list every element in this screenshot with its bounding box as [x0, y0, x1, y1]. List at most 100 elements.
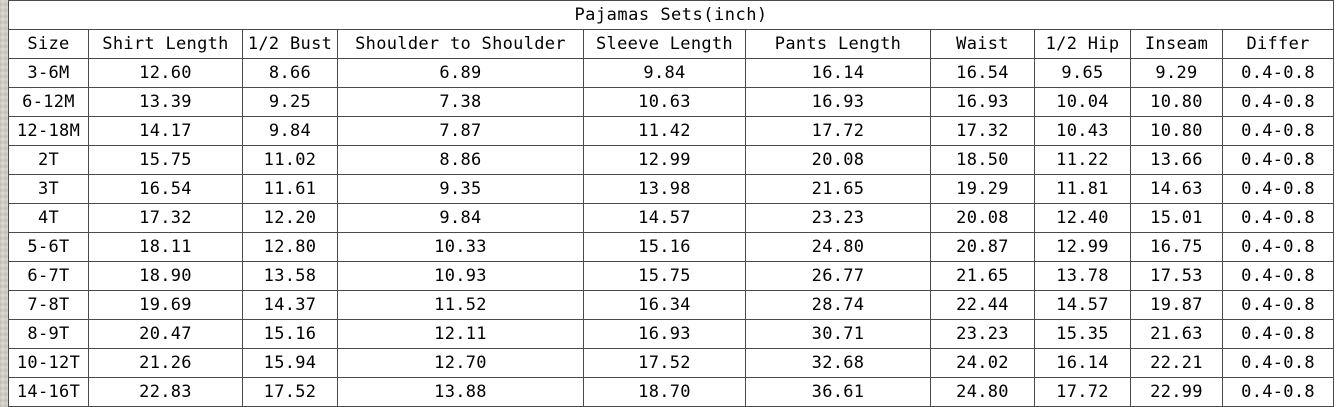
cell-sleeve-length: 18.70	[583, 377, 746, 407]
cell-inseam: 19.87	[1130, 290, 1223, 320]
column-header-size: Size	[8, 29, 89, 59]
cell-shirt-length: 22.83	[88, 377, 243, 407]
cell-pants-length: 28.74	[745, 290, 931, 320]
cell-half-bust: 12.80	[242, 232, 338, 262]
cell-half-bust: 9.84	[242, 116, 338, 146]
size-chart-table: Pajamas Sets(inch) Size Shirt Length 1/2 B…	[7, 0, 1335, 407]
cell-size: 8-9T	[8, 319, 89, 349]
cell-shirt-length: 16.54	[88, 174, 243, 204]
cell-sleeve-length: 15.75	[583, 261, 746, 291]
cell-half-hip: 15.35	[1034, 319, 1131, 349]
cell-shirt-length: 20.47	[88, 319, 243, 349]
cell-shoulder-to-shoulder: 9.35	[337, 174, 584, 204]
cell-waist: 18.50	[930, 145, 1035, 175]
cell-waist: 16.54	[930, 58, 1035, 88]
cell-differ: 0.4-0.8	[1221, 261, 1335, 291]
cell-inseam: 10.80	[1130, 116, 1223, 146]
cell-shirt-length: 15.75	[88, 145, 243, 175]
table-row: 6-7T 18.90 13.58 10.93 15.75 26.77 21.65 13.78 1…	[8, 261, 1335, 291]
cell-half-hip: 10.04	[1034, 87, 1131, 117]
cell-inseam: 10.80	[1130, 87, 1223, 117]
cell-pants-length: 16.93	[745, 87, 931, 117]
cell-differ: 0.4-0.8	[1221, 116, 1335, 146]
cell-size: 10-12T	[8, 348, 89, 378]
cell-shoulder-to-shoulder: 7.87	[337, 116, 584, 146]
cell-waist: 20.87	[930, 232, 1035, 262]
cell-waist: 20.08	[930, 203, 1035, 233]
cell-differ: 0.4-0.8	[1221, 203, 1335, 233]
cell-pants-length: 36.61	[745, 377, 931, 407]
cell-half-bust: 17.52	[242, 377, 338, 407]
cell-differ: 0.4-0.8	[1221, 58, 1335, 88]
cell-pants-length: 17.72	[745, 116, 931, 146]
cell-waist: 16.93	[930, 87, 1035, 117]
cell-shoulder-to-shoulder: 10.93	[337, 261, 584, 291]
cell-shirt-length: 17.32	[88, 203, 243, 233]
page-background-edge	[0, 0, 8, 407]
cell-pants-length: 26.77	[745, 261, 931, 291]
cell-differ: 0.4-0.8	[1221, 377, 1335, 407]
table-title-row: Pajamas Sets(inch)	[7, 0, 1335, 30]
cell-size: 4T	[8, 203, 89, 233]
table-row: 3-6M 12.60 8.66 6.89 9.84 16.14 16.54 9.65 9.29 0…	[8, 58, 1335, 88]
cell-differ: 0.4-0.8	[1221, 145, 1335, 175]
cell-half-bust: 12.20	[242, 203, 338, 233]
cell-half-bust: 15.94	[242, 348, 338, 378]
cell-waist: 17.32	[930, 116, 1035, 146]
cell-waist: 24.02	[930, 348, 1035, 378]
cell-differ: 0.4-0.8	[1221, 319, 1335, 349]
cell-differ: 0.4-0.8	[1221, 290, 1335, 320]
cell-inseam: 17.53	[1130, 261, 1223, 291]
table-row: 3T 16.54 11.61 9.35 13.98 21.65 19.29 11.81 14.6…	[8, 174, 1335, 204]
cell-half-bust: 11.61	[242, 174, 338, 204]
cell-differ: 0.4-0.8	[1221, 232, 1335, 262]
column-header-inseam: Inseam	[1130, 29, 1223, 59]
cell-shoulder-to-shoulder: 12.70	[337, 348, 584, 378]
cell-size: 3T	[8, 174, 89, 204]
cell-half-bust: 14.37	[242, 290, 338, 320]
cell-half-hip: 11.81	[1034, 174, 1131, 204]
cell-shirt-length: 12.60	[88, 58, 243, 88]
cell-shoulder-to-shoulder: 6.89	[337, 58, 584, 88]
cell-size: 2T	[8, 145, 89, 175]
cell-size: 6-7T	[8, 261, 89, 291]
column-header-1-2-hip: 1/2 Hip	[1034, 29, 1131, 59]
cell-half-bust: 8.66	[242, 58, 338, 88]
cell-shoulder-to-shoulder: 10.33	[337, 232, 584, 262]
table-row: 2T 15.75 11.02 8.86 12.99 20.08 18.50 11.22 13.6…	[8, 145, 1335, 175]
cell-sleeve-length: 15.16	[583, 232, 746, 262]
table-row: 5-6T 18.11 12.80 10.33 15.16 24.80 20.87 12.99 1…	[8, 232, 1335, 262]
cell-inseam: 9.29	[1130, 58, 1223, 88]
cell-inseam: 22.21	[1130, 348, 1223, 378]
cell-half-hip: 12.40	[1034, 203, 1131, 233]
cell-pants-length: 30.71	[745, 319, 931, 349]
cell-half-hip: 10.43	[1034, 116, 1131, 146]
column-header-1-2-bust: 1/2 Bust	[242, 29, 338, 59]
table-header-row: Size Shirt Length 1/2 Bust Shoulder to Shou…	[8, 29, 1335, 59]
cell-shoulder-to-shoulder: 12.11	[337, 319, 584, 349]
column-header-pants-length: Pants Length	[745, 29, 931, 59]
cell-half-bust: 11.02	[242, 145, 338, 175]
cell-shirt-length: 19.69	[88, 290, 243, 320]
cell-pants-length: 21.65	[745, 174, 931, 204]
cell-half-hip: 13.78	[1034, 261, 1131, 291]
column-header-shoulder-to-shoulder: Shoulder to Shoulder	[337, 29, 584, 59]
cell-shirt-length: 21.26	[88, 348, 243, 378]
cell-inseam: 13.66	[1130, 145, 1223, 175]
cell-sleeve-length: 17.52	[583, 348, 746, 378]
cell-waist: 21.65	[930, 261, 1035, 291]
cell-inseam: 14.63	[1130, 174, 1223, 204]
cell-shirt-length: 18.90	[88, 261, 243, 291]
cell-inseam: 22.99	[1130, 377, 1223, 407]
cell-half-bust: 13.58	[242, 261, 338, 291]
cell-shoulder-to-shoulder: 8.86	[337, 145, 584, 175]
cell-shoulder-to-shoulder: 9.84	[337, 203, 584, 233]
cell-inseam: 21.63	[1130, 319, 1223, 349]
cell-shirt-length: 13.39	[88, 87, 243, 117]
cell-waist: 23.23	[930, 319, 1035, 349]
cell-waist: 24.80	[930, 377, 1035, 407]
cell-waist: 22.44	[930, 290, 1035, 320]
cell-differ: 0.4-0.8	[1221, 174, 1335, 204]
cell-sleeve-length: 14.57	[583, 203, 746, 233]
